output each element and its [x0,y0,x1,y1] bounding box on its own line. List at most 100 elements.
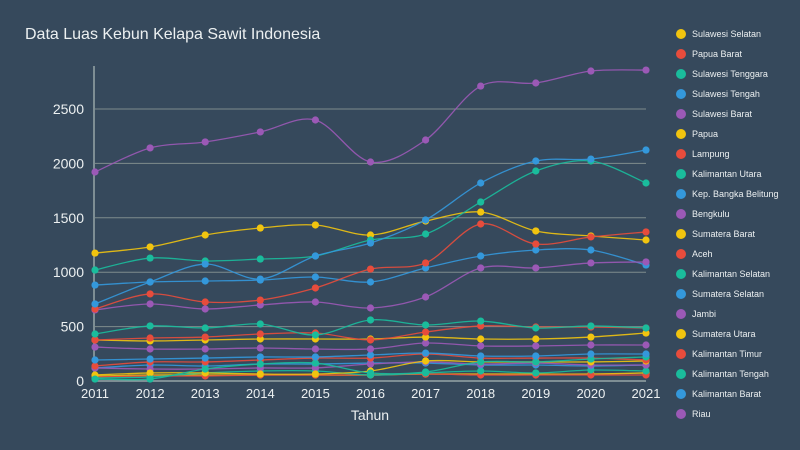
data-point [422,259,430,267]
x-tick-label: 2014 [246,386,275,401]
legend-label: Sulawesi Tengah [692,89,760,99]
x-tick-label: 2012 [136,386,165,401]
legend-marker-icon [676,89,686,99]
data-point [201,365,209,373]
data-point [146,375,154,383]
data-point [587,322,595,330]
legend-item[interactable]: Papua [676,124,779,144]
legend-label: Kalimantan Utara [692,169,762,179]
data-point [477,252,485,260]
legend-item[interactable]: Kalimantan Utara [676,164,779,184]
data-point [642,329,650,337]
x-tick-label: 2019 [521,386,550,401]
data-point [642,324,650,332]
data-point [146,290,154,298]
data-point [422,368,430,376]
data-point [366,336,375,344]
legend-item[interactable]: Riau [676,404,779,424]
x-tick-label: 2016 [356,386,385,401]
data-point [532,335,540,343]
data-point [91,305,99,313]
legend-item[interactable]: Sumatera Barat [676,224,779,244]
x-tick-label: 2011 [81,386,109,401]
data-point [532,240,540,248]
legend-label: Kalimantan Timur [692,349,763,359]
data-point [477,179,485,187]
legend-label: Jambi [692,309,717,319]
data-point [587,355,595,363]
legend-marker-icon [676,209,686,219]
legend-item[interactable]: Jambi [676,304,779,324]
legend-label: Papua [692,129,719,139]
legend-item[interactable]: Sulawesi Tenggara [676,64,779,84]
series-line [94,69,647,173]
data-point [311,221,319,229]
data-point [422,333,430,341]
data-point [201,324,209,332]
data-point [477,208,485,216]
data-point [311,370,319,378]
legend-label: Kalimantan Selatan [692,269,771,279]
data-point [532,342,540,350]
data-point [201,260,209,268]
data-point [91,266,99,274]
legend-item[interactable]: Papua Barat [676,44,779,64]
data-point [642,258,650,266]
data-point [256,370,264,378]
legend-label: Papua Barat [692,49,743,59]
data-point [201,345,209,353]
data-point [146,369,154,377]
legend-item[interactable]: Kalimantan Tengah [676,364,779,384]
data-point [642,228,650,236]
data-point [146,345,154,353]
data-point [311,353,319,361]
data-point [311,116,319,124]
data-point [642,341,650,349]
data-point [366,278,375,286]
legend-label: Sumatera Selatan [692,289,765,299]
data-point [256,255,264,263]
legend-item[interactable]: Kep. Bangka Belitung [676,184,779,204]
legend-item[interactable]: Sulawesi Selatan [676,24,779,44]
data-point [311,252,319,260]
y-tick-label: 2500 [53,101,84,117]
legend-marker-icon [676,349,686,359]
y-tick-label: 1500 [53,210,84,226]
legend-item[interactable]: Sulawesi Barat [676,104,779,124]
legend-label: Sumatera Barat [692,229,756,239]
data-point [642,367,650,375]
data-point [311,345,319,353]
data-point [366,231,375,239]
legend-item[interactable]: Kalimantan Barat [676,384,779,404]
data-point [256,296,264,304]
data-point [477,367,485,375]
legend-item[interactable]: Kalimantan Selatan [676,264,779,284]
data-point [256,344,264,352]
data-point [146,334,154,342]
data-point [91,375,99,383]
legend-item[interactable]: Sulawesi Tengah [676,84,779,104]
data-point [366,239,375,247]
legend-item[interactable]: Sumatera Utara [676,324,779,344]
legend-item[interactable]: Aceh [676,244,779,264]
data-point [587,371,595,379]
legend-marker-icon [676,149,686,159]
legend-label: Bengkulu [692,209,730,219]
series-line [94,159,647,271]
y-tick-label: 1000 [53,264,84,280]
legend-marker-icon [676,169,686,179]
data-point [201,333,209,341]
legend-marker-icon [676,129,686,139]
legend-item[interactable]: Kalimantan Timur [676,344,779,364]
data-point [642,179,650,187]
legend-item[interactable]: Bengkulu [676,204,779,224]
data-point [146,322,154,330]
legend-item[interactable]: Lampung [676,144,779,164]
y-tick-label: 500 [61,319,85,335]
data-point [91,281,99,289]
data-point [146,243,154,251]
legend-item[interactable]: Sumatera Selatan [676,284,779,304]
data-point [311,273,319,281]
data-point [256,360,264,368]
data-point [477,352,485,360]
